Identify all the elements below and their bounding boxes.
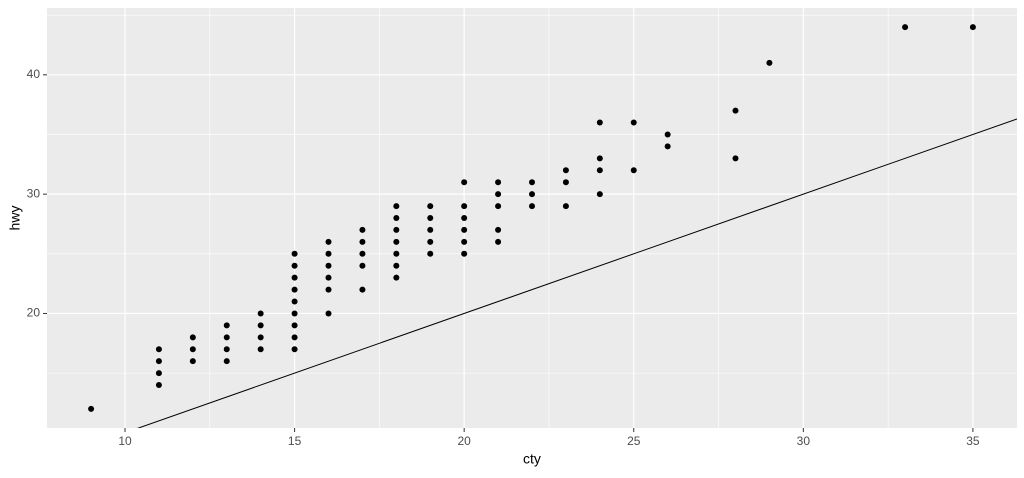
point: [427, 203, 434, 210]
point: [630, 119, 637, 126]
point: [189, 358, 196, 365]
point: [291, 346, 298, 353]
x-tick-label: 10: [118, 434, 132, 448]
point: [291, 274, 298, 281]
point: [495, 191, 502, 198]
point: [155, 358, 162, 365]
point: [291, 322, 298, 329]
panel: [47, 8, 1017, 428]
x-tick-label: 20: [457, 434, 471, 448]
point: [427, 226, 434, 233]
point: [359, 226, 366, 233]
point: [359, 250, 366, 257]
point: [495, 226, 502, 233]
point: [155, 346, 162, 353]
point: [461, 215, 468, 221]
point: [88, 405, 95, 412]
point: [529, 191, 535, 198]
point: [732, 155, 739, 162]
x-axis-title: cty: [523, 451, 541, 467]
point: [257, 310, 264, 317]
point: [495, 238, 502, 245]
reference-line: [137, 118, 1017, 428]
point: [461, 250, 468, 257]
point: [393, 238, 400, 245]
point: [223, 322, 230, 329]
point: [664, 131, 671, 138]
point: [291, 286, 298, 293]
y-tick-label: 30: [27, 186, 41, 200]
point: [325, 274, 332, 281]
y-tick-label: 40: [27, 67, 41, 81]
point: [393, 262, 400, 269]
point: [393, 250, 400, 257]
point: [325, 250, 332, 257]
point: [393, 203, 400, 210]
point: [325, 286, 332, 293]
x-tick-label: 15: [288, 434, 302, 448]
point: [393, 215, 400, 221]
point: [495, 179, 502, 186]
point: [596, 155, 603, 162]
point: [461, 226, 468, 233]
point: [596, 191, 603, 198]
point: [427, 250, 434, 257]
point: [359, 262, 366, 269]
point: [155, 370, 162, 377]
point: [562, 203, 569, 210]
point: [461, 179, 468, 186]
point: [529, 203, 535, 210]
point: [529, 179, 535, 186]
point: [325, 310, 332, 317]
point: [291, 262, 298, 269]
point: [664, 143, 671, 150]
point: [495, 203, 502, 210]
point: [732, 107, 739, 114]
point: [257, 346, 264, 353]
point: [562, 179, 569, 186]
point: [969, 24, 976, 31]
point: [291, 310, 298, 317]
x-tick-label: 35: [966, 434, 980, 448]
point: [596, 119, 603, 126]
point: [189, 346, 196, 353]
point: [596, 167, 603, 174]
point: [562, 167, 569, 174]
point: [257, 322, 264, 329]
point: [359, 238, 366, 245]
point: [427, 238, 434, 245]
x-tick-label: 25: [627, 434, 641, 448]
point: [461, 203, 468, 210]
point: [427, 215, 434, 221]
point: [223, 334, 230, 341]
point: [630, 167, 637, 174]
point: [189, 334, 196, 341]
point: [359, 286, 366, 293]
point: [325, 262, 332, 269]
point: [155, 382, 162, 389]
y-axis-title: hwy: [7, 206, 23, 231]
point: [393, 274, 400, 281]
point: [291, 334, 298, 341]
point: [461, 238, 468, 245]
point: [291, 250, 298, 257]
point: [223, 346, 230, 353]
x-tick-label: 30: [797, 434, 811, 448]
point: [291, 298, 298, 305]
point: [325, 238, 332, 245]
y-tick-label: 20: [27, 306, 41, 320]
point: [223, 358, 230, 365]
point: [902, 24, 909, 31]
point: [257, 334, 264, 341]
point: [393, 226, 400, 233]
point: [766, 59, 773, 66]
